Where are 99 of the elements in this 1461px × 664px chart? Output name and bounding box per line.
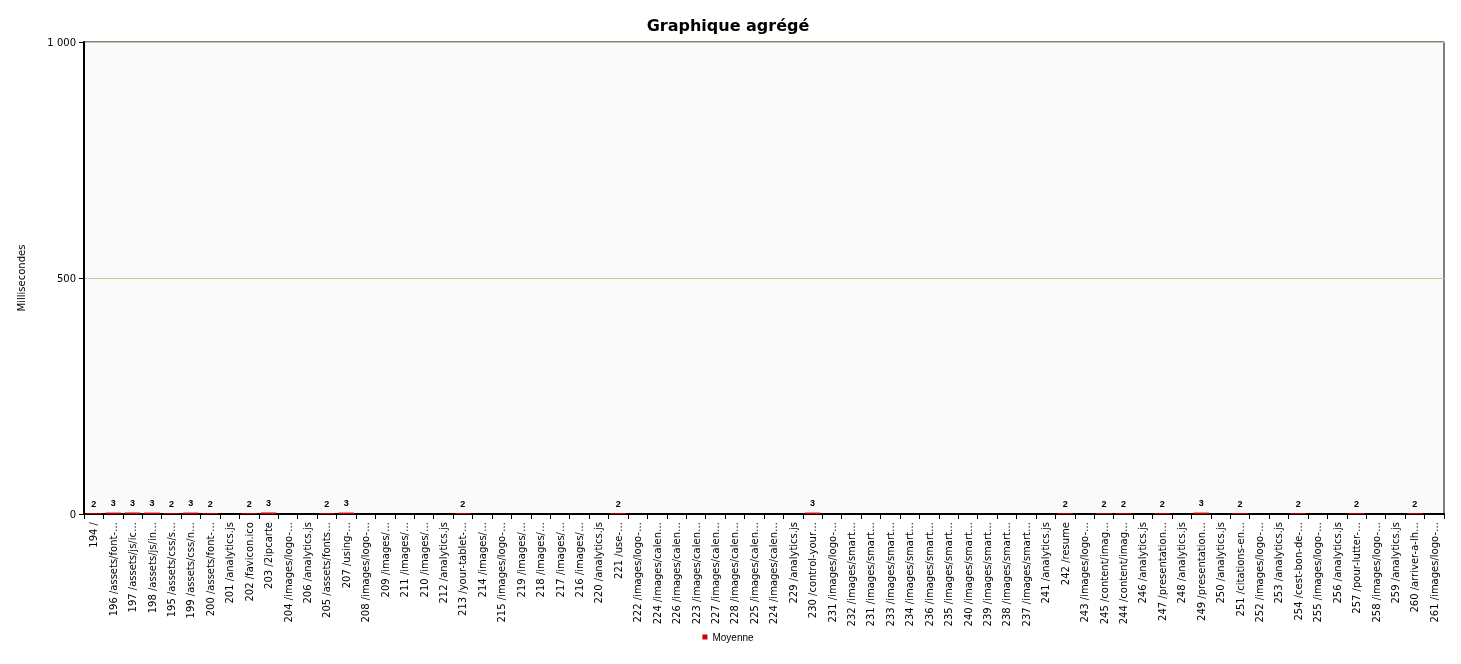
data-label: 2	[460, 498, 466, 509]
data-label: 2	[207, 498, 213, 509]
x-tick-label: 197 /assets/js/ic…	[127, 522, 139, 613]
data-label: 3	[110, 498, 116, 509]
x-tick-label: 238 /images/smart…	[1001, 522, 1013, 627]
x-tick-label: 240 /images/smart…	[962, 522, 974, 627]
x-tick-label: 242 /resume	[1059, 522, 1071, 586]
x-tick-label: 259 /analytics.js	[1389, 522, 1401, 604]
x-tick-label: 213 /your-tablet-…	[457, 522, 469, 616]
data-label: 2	[1062, 498, 1068, 509]
data-label: 2	[1354, 498, 1360, 509]
x-tick-label: 195 /assets/css/s…	[165, 522, 177, 618]
data-label: 3	[343, 498, 349, 509]
data-label: 3	[810, 498, 816, 509]
x-tick-label: 206 /analytics.js	[301, 522, 313, 604]
data-label: 2	[615, 498, 621, 509]
data-label: 2	[246, 498, 252, 509]
x-tick-label: 231 /images/logo-…	[826, 522, 838, 623]
x-tick-label: 220 /analytics.js	[593, 522, 605, 604]
x-tick-label: 209 /images/…	[379, 522, 391, 598]
x-tick-label: 241 /analytics.js	[1040, 522, 1052, 604]
x-tick-label: 214 /images/…	[476, 522, 488, 598]
x-tick-label: 228 /images/calen…	[729, 522, 741, 625]
x-tick-label: 202 /favicon.ico	[243, 522, 255, 602]
x-tick-label: 245 /content/imag…	[1098, 522, 1110, 625]
x-tick-label: 207 /using-…	[340, 522, 352, 589]
data-label: 2	[1295, 498, 1301, 509]
x-tick-label: 224 /images/calen…	[768, 522, 780, 625]
x-tick-label: 204 /images/logo-…	[282, 522, 294, 623]
data-label: 2	[1159, 498, 1165, 509]
x-tick-label: 198 /assets/js/in…	[146, 522, 158, 614]
data-label: 2	[168, 498, 174, 509]
x-tick-label: 258 /images/logo-…	[1370, 522, 1382, 623]
x-tick-label: 251 /citations-en…	[1234, 522, 1246, 617]
x-tick-label: 216 /images/…	[573, 522, 585, 598]
x-tick-label: 250 /analytics.js	[1215, 522, 1227, 604]
x-tick-label: 205 /assets/fonts…	[321, 522, 333, 618]
x-tick-label: 254 /cest-bon-de-…	[1292, 522, 1304, 621]
x-tick-label: 217 /images/…	[554, 522, 566, 598]
x-tick-label: 260 /arriver-a-lh…	[1409, 522, 1421, 613]
x-tick-label: 223 /images/calen…	[690, 522, 702, 625]
x-tick-label: 253 /analytics.js	[1273, 522, 1285, 604]
y-tick-label: 0	[69, 508, 76, 520]
x-tick-label: 227 /images/calen…	[709, 522, 721, 625]
data-label: 2	[1237, 498, 1243, 509]
x-tick-label: 211 /images/…	[399, 522, 411, 598]
x-tick-label: 201 /analytics.js	[224, 522, 236, 604]
data-label: 3	[188, 498, 194, 509]
x-tick-label: 222 /images/logo-…	[632, 522, 644, 623]
data-label: 2	[324, 498, 330, 509]
x-tick-label: 218 /images/…	[535, 522, 547, 598]
x-tick-label: 249 /presentation…	[1195, 522, 1207, 621]
x-tick-label: 247 /presentation…	[1156, 522, 1168, 621]
x-tick-label: 233 /images/smart…	[884, 522, 896, 627]
legend-label: Moyenne	[712, 631, 755, 643]
chart-title: Graphique agrégé	[646, 15, 810, 35]
x-tick-label: 199 /assets/css/n…	[185, 522, 197, 619]
x-tick-label: 212 /analytics.js	[437, 522, 449, 604]
x-tick-label: 231 /images/smart…	[865, 522, 877, 627]
x-tick-label: 261 /images/logo-…	[1428, 522, 1440, 623]
x-tick-label: 229 /analytics.js	[787, 522, 799, 604]
x-tick-label: 196 /assets/font-…	[107, 522, 119, 617]
data-label: 3	[130, 498, 136, 509]
x-tick-label: 248 /analytics.js	[1176, 522, 1188, 604]
y-tick-label: 1 000	[47, 36, 76, 48]
y-tick-label: 500	[56, 272, 76, 284]
data-label: 2	[91, 498, 97, 509]
x-tick-label: 235 /images/smart…	[943, 522, 955, 627]
y-axis-title: Millisecondes	[15, 244, 27, 312]
data-label: 3	[1198, 498, 1204, 509]
x-tick-label: 243 /images/logo-…	[1079, 522, 1091, 623]
x-tick-label: 208 /images/logo-…	[360, 522, 372, 623]
x-tick-label: 232 /images/smart…	[845, 522, 857, 627]
data-label: 3	[266, 498, 272, 509]
x-tick-label: 221 /use-…	[612, 522, 624, 579]
x-tick-label: 244 /content/imag…	[1117, 522, 1129, 625]
x-tick-label: 239 /images/smart…	[981, 522, 993, 627]
x-tick-label: 203 /2ipcarte	[263, 522, 275, 589]
x-tick-label: 225 /images/calen…	[748, 522, 760, 625]
x-tick-label: 234 /images/smart…	[904, 522, 916, 627]
x-tick-label: 210 /images/…	[418, 522, 430, 598]
x-tick-label: 256 /analytics.js	[1331, 522, 1343, 604]
data-label: 2	[1412, 498, 1418, 509]
x-tick-label: 194 /	[88, 521, 100, 548]
x-tick-label: 226 /images/calen…	[671, 522, 683, 625]
x-tick-label: 200 /assets/font-…	[204, 522, 216, 617]
x-tick-label: 224 /images/calen…	[651, 522, 663, 625]
data-label: 2	[1101, 498, 1107, 509]
data-label: 3	[149, 498, 155, 509]
x-tick-label: 246 /analytics.js	[1137, 522, 1149, 604]
x-tick-label: 219 /images/…	[515, 522, 527, 598]
x-tick-label: 257 /pour-lutter-…	[1351, 522, 1363, 614]
data-label: 2	[1120, 498, 1126, 509]
x-tick-label: 236 /images/smart…	[923, 522, 935, 627]
x-tick-label: 215 /images/logo-…	[496, 522, 508, 623]
x-tick-label: 230 /control-your…	[807, 522, 819, 619]
x-tick-label: 252 /images/logo-…	[1253, 522, 1265, 623]
x-tick-label: 237 /images/smart…	[1020, 522, 1032, 627]
x-tick-label: 255 /images/logo-…	[1312, 522, 1324, 623]
